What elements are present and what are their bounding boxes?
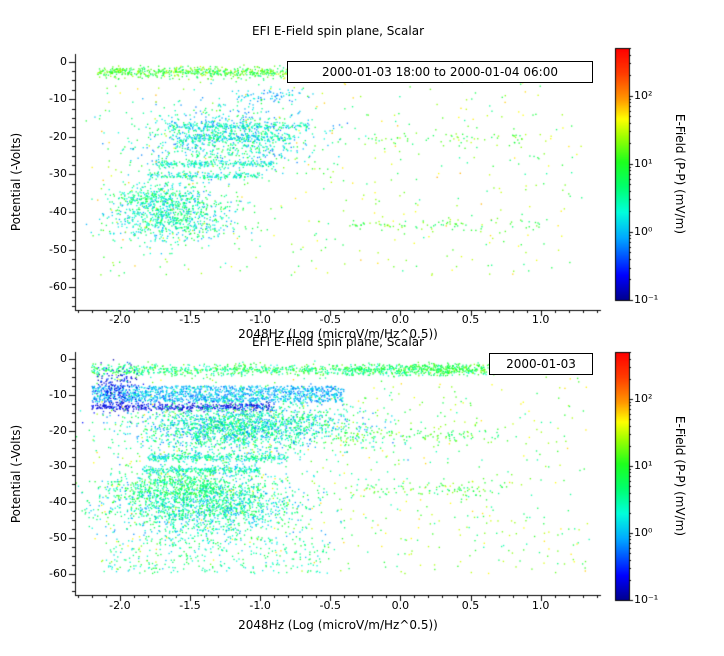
- plot1-x-tick-label: 0.0: [391, 313, 410, 326]
- plot2-y-tick-label: -10: [49, 387, 67, 401]
- plot1-y-tick-label: -40: [49, 205, 67, 219]
- plot1-y-tick-label: 0: [60, 54, 67, 68]
- plot1-y-tick-label: -30: [49, 167, 67, 181]
- colorbar2-tick-label: 10⁻¹: [634, 593, 659, 606]
- colorbar1-tick-label: 10²: [634, 88, 653, 102]
- plot2-x-tick-label: -1.0: [249, 599, 271, 612]
- plot1-x-tick-label: 0.5: [461, 313, 480, 326]
- plot2-x-tick-label: 1.0: [531, 599, 550, 612]
- plot1-yaxis-label: Potential (-Volts): [9, 132, 23, 232]
- plot1-x-tick-label: -1.0: [249, 313, 271, 326]
- colorbar2-title: E-Field (P-P) (mV/m): [673, 415, 687, 537]
- plot2-yaxis-label: Potential (-Volts): [9, 424, 23, 524]
- plot1-title: EFI E-Field spin plane, Scalar: [252, 24, 424, 38]
- colorbar2-tick-label: 10²: [634, 391, 653, 405]
- plot2-title: EFI E-Field spin plane, Scalar: [252, 335, 424, 349]
- plot1-legend-box: 2000-01-03 18:00 to 2000-01-04 06:00: [287, 61, 593, 83]
- plot1-y-tick-label: -10: [49, 92, 67, 106]
- plot2-x-tick-label: 0.5: [461, 599, 480, 612]
- colorbar1-tick-label: 10⁻¹: [634, 293, 659, 306]
- plot2-y-tick-label: 0: [60, 352, 67, 366]
- plot2-y-tick-label: -20: [49, 423, 67, 437]
- plot2-y-tick-label: -60: [49, 566, 67, 580]
- plot1-y-tick-label: -50: [49, 242, 67, 256]
- plot2-x-tick-label: -0.5: [319, 599, 342, 612]
- plot1-x-tick-label: -1.5: [179, 313, 201, 326]
- plot2-xaxis-label: 2048Hz (Log (microV/m/Hz^0.5)): [238, 618, 438, 632]
- plot1-x-tick-label: -2.0: [109, 313, 131, 326]
- colorbar1-tick-label: 10¹: [634, 156, 653, 170]
- colorbar1-tick-label: 10⁰: [634, 224, 653, 238]
- colorbar1-title: E-Field (P-P) (mV/m): [673, 113, 687, 235]
- plot1-y-tick-label: -20: [49, 129, 67, 143]
- plot2-x-tick-label: -1.5: [179, 599, 201, 612]
- plot1-x-tick-label: -0.5: [319, 313, 342, 326]
- plot2-x-tick-label: 0.0: [391, 599, 410, 612]
- plot1-y-tick-label: -60: [49, 280, 67, 294]
- plot2-legend-text: 2000-01-03: [506, 357, 576, 371]
- plot2-y-tick-label: -40: [49, 495, 67, 509]
- plot2-y-tick-label: -30: [49, 459, 67, 473]
- plot1-xaxis-label: 2048Hz (Log (microV/m/Hz^0.5)): [238, 327, 438, 341]
- colorbar2-tick-label: 10¹: [634, 458, 653, 472]
- colorbar2-tick-label: 10⁰: [634, 525, 653, 539]
- plot2-x-tick-label: -2.0: [109, 599, 131, 612]
- plot2-y-tick-label: -50: [49, 530, 67, 544]
- plot1-legend-text: 2000-01-03 18:00 to 2000-01-04 06:00: [322, 65, 558, 79]
- plot2-legend-box: 2000-01-03: [489, 353, 593, 375]
- plot1-x-tick-label: 1.0: [531, 313, 550, 326]
